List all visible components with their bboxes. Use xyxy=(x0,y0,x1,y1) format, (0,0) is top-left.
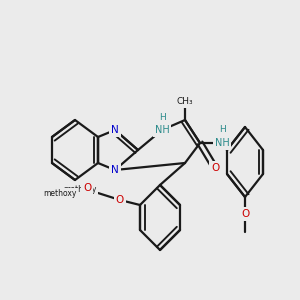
Text: N: N xyxy=(111,125,119,135)
Text: O: O xyxy=(241,209,249,219)
Text: H: H xyxy=(219,125,225,134)
Text: O: O xyxy=(83,183,91,193)
Text: N: N xyxy=(111,165,119,175)
Text: methoxy: methoxy xyxy=(43,190,77,199)
Text: methoxy: methoxy xyxy=(63,185,97,194)
Text: NH: NH xyxy=(214,138,230,148)
Text: O: O xyxy=(211,163,219,173)
Text: O: O xyxy=(116,195,124,205)
Text: NH: NH xyxy=(154,125,169,135)
Text: H: H xyxy=(159,113,165,122)
Text: CH₃: CH₃ xyxy=(177,98,193,106)
